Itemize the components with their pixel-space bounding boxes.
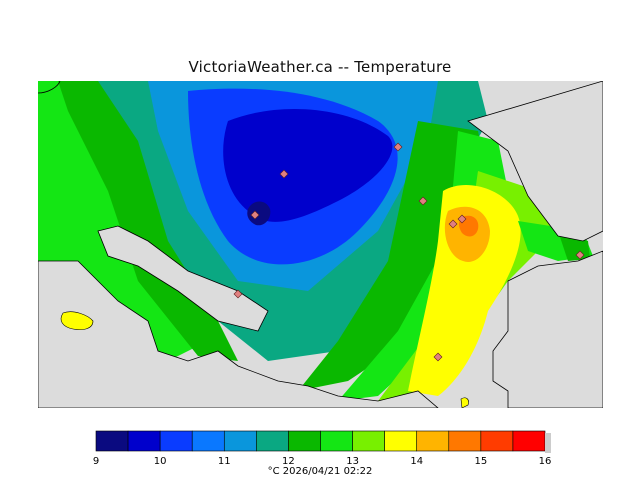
legend-swatch bbox=[320, 430, 353, 452]
legend-tick-label: 9 bbox=[93, 456, 99, 467]
legend-swatch bbox=[95, 430, 129, 452]
legend-tick-label: 15 bbox=[474, 456, 487, 467]
station-marker bbox=[233, 289, 243, 299]
legend-shadow bbox=[545, 433, 551, 453]
station-marker bbox=[418, 196, 428, 206]
legend-swatch bbox=[288, 430, 321, 452]
legend-swatch bbox=[480, 430, 514, 452]
corner-mark bbox=[38, 81, 61, 94]
legend-tick-label: 10 bbox=[154, 456, 167, 467]
legend-tick-label: 16 bbox=[539, 456, 552, 467]
water-east bbox=[467, 81, 603, 242]
legend-swatch bbox=[352, 430, 385, 452]
temperature-map bbox=[38, 81, 603, 408]
station-marker bbox=[457, 214, 467, 224]
water-south bbox=[38, 260, 439, 408]
station-marker bbox=[575, 250, 585, 260]
legend-swatch bbox=[256, 430, 289, 452]
legend-swatch bbox=[384, 430, 418, 452]
station-marker bbox=[250, 210, 260, 220]
legend-swatch bbox=[159, 430, 193, 452]
band-12-east bbox=[298, 121, 488, 391]
legend-tick-label: 13 bbox=[346, 456, 359, 467]
legend-swatch bbox=[191, 430, 225, 452]
band-10 bbox=[223, 109, 393, 222]
legend-tick-label: 14 bbox=[410, 456, 423, 467]
legend-tick-label: 11 bbox=[218, 456, 231, 467]
legend-swatches bbox=[95, 430, 551, 453]
legend-swatch bbox=[512, 430, 546, 452]
legend-swatch bbox=[127, 430, 161, 452]
island-sw bbox=[60, 311, 94, 331]
legend-swatch bbox=[448, 430, 482, 452]
island-bottom bbox=[460, 397, 469, 408]
legend-footer: °C 2026/04/21 02:22 bbox=[268, 466, 373, 477]
station-marker bbox=[448, 219, 458, 229]
band-14 bbox=[408, 185, 521, 396]
legend-tick-label: 12 bbox=[282, 456, 295, 467]
coastline-water bbox=[38, 81, 603, 408]
station-marker bbox=[279, 169, 289, 179]
station-marker bbox=[433, 352, 443, 362]
water-southeast bbox=[492, 250, 603, 408]
band-9-10 bbox=[247, 201, 271, 226]
legend-swatch bbox=[416, 430, 450, 452]
water-sw-inlet bbox=[97, 225, 269, 332]
legend-ticks: 9 10 11 12 13 14 15 16 bbox=[93, 456, 552, 467]
chart-title: VictoriaWeather.ca -- Temperature bbox=[188, 58, 452, 76]
station-marker bbox=[393, 142, 403, 152]
legend-swatch bbox=[223, 430, 257, 452]
station-markers bbox=[233, 142, 585, 362]
